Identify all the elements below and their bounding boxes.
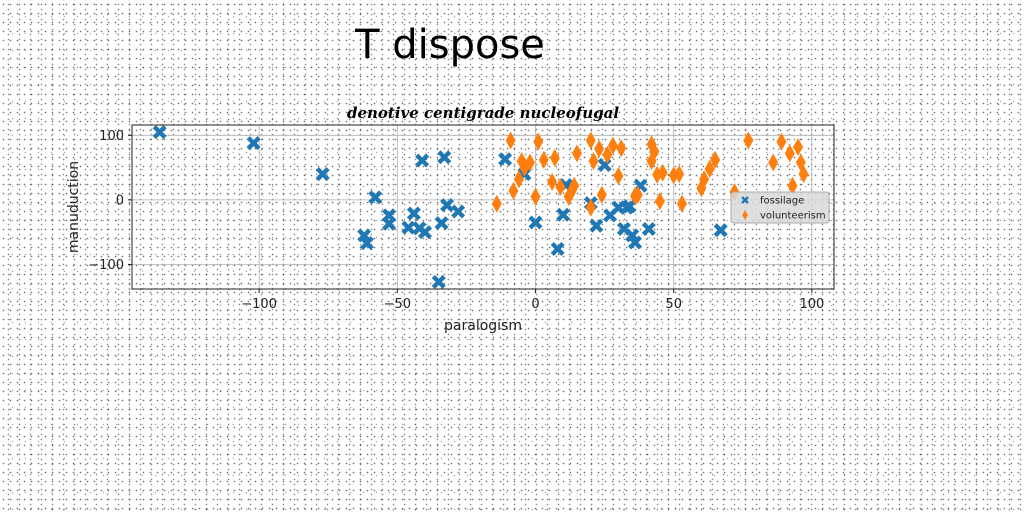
- volunteerism-point: [571, 144, 582, 163]
- fossilage-point: [528, 215, 543, 230]
- fossilage-point: [628, 235, 643, 250]
- volunteerism-point: [798, 165, 809, 184]
- fossilage-legend-marker: [741, 196, 749, 204]
- fossilage-point: [597, 158, 612, 173]
- volunteerism-point: [594, 139, 605, 158]
- volunteerism-point: [793, 137, 804, 156]
- x-tick-label: 100: [799, 297, 824, 312]
- volunteerism-point: [607, 136, 618, 155]
- volunteerism-point: [613, 167, 624, 186]
- x-axis-label: paralogism: [444, 318, 522, 334]
- fossilage-point: [550, 241, 565, 256]
- volunteerism-point: [508, 181, 519, 200]
- fossilage-point: [359, 236, 374, 251]
- fossilage-point: [440, 198, 455, 213]
- grid-lines: [132, 125, 834, 289]
- volunteerism-point: [569, 176, 580, 195]
- chart-title: denotive centigrade nucleofugal: [347, 104, 619, 122]
- volunteerism-point: [524, 153, 535, 172]
- volunteerism-point: [538, 150, 549, 169]
- plot-frame: [131, 124, 835, 290]
- x-tick-label: 50: [665, 297, 682, 312]
- volunteerism-point: [547, 172, 558, 191]
- volunteerism-point: [710, 150, 721, 169]
- x-axis-ticks: −100 −50 0 50 100: [241, 289, 824, 312]
- volunteerism-point: [596, 185, 607, 204]
- volunteerism-point: [632, 185, 643, 204]
- volunteerism-point: [513, 170, 524, 189]
- y-axis-label: manuduction: [66, 161, 82, 253]
- volunteerism-point: [674, 165, 685, 184]
- fossilage-point: [556, 207, 571, 222]
- legend-label: volunteerism: [760, 211, 826, 222]
- fossilage-point: [622, 199, 637, 214]
- y-tick-label: 0: [116, 193, 124, 208]
- y-tick-label: 100: [99, 129, 124, 144]
- volunteerism-point: [602, 145, 613, 164]
- legend-label: fossilage: [760, 196, 804, 207]
- volunteerism-point: [533, 132, 544, 151]
- legend: fossilage volunteerism: [730, 191, 830, 224]
- fossilage-point: [434, 216, 449, 231]
- fossilage-point: [415, 153, 430, 168]
- x-tick-label: 0: [531, 297, 539, 312]
- fossilage-point: [401, 220, 416, 235]
- fossilage-point: [417, 225, 432, 240]
- volunteerism-point: [505, 131, 516, 150]
- volunteerism-point: [787, 176, 798, 195]
- fossilage-point: [382, 216, 397, 231]
- volunteerism-point: [699, 170, 710, 189]
- volunteerism-point: [530, 187, 541, 206]
- volunteerism-point: [768, 153, 779, 172]
- fossilage-point: [451, 204, 466, 219]
- volunteerism-point: [657, 163, 668, 182]
- volunteerism-legend-marker: [742, 210, 748, 220]
- volunteerism-point: [654, 192, 665, 211]
- fossilage-point: [431, 274, 446, 289]
- fossilage-point: [246, 136, 261, 151]
- y-tick-label: −100: [88, 258, 124, 273]
- volunteerism-point: [649, 142, 660, 161]
- volunteerism-point: [588, 152, 599, 171]
- volunteerism-point: [616, 139, 627, 158]
- volunteerism-point: [743, 131, 754, 150]
- fossilage-point: [437, 150, 452, 165]
- legend-box: [730, 191, 830, 224]
- x-tick-label: −50: [384, 297, 411, 312]
- fossilage-point: [152, 125, 167, 140]
- fossilage-point: [641, 221, 656, 236]
- page-title: T dispose: [355, 22, 545, 68]
- fossilage-point: [713, 223, 728, 238]
- y-axis-ticks: −100 0 100: [88, 129, 132, 273]
- volunteerism-point: [585, 131, 596, 150]
- volunteerism-point: [549, 148, 560, 167]
- volunteerism-point: [784, 144, 795, 163]
- data-marks: [152, 125, 809, 289]
- fossilage-point: [406, 206, 421, 221]
- volunteerism-point: [776, 132, 787, 151]
- volunteerism-point: [555, 177, 566, 196]
- volunteerism-point: [704, 159, 715, 178]
- volunteerism-point: [676, 194, 687, 213]
- volunteerism-point: [585, 198, 596, 217]
- fossilage-point: [315, 167, 330, 182]
- fossilage-point: [368, 190, 383, 205]
- volunteerism-point: [491, 194, 502, 213]
- x-tick-label: −100: [241, 297, 277, 312]
- fossilage-point: [589, 218, 604, 233]
- fossilage-point: [498, 152, 513, 167]
